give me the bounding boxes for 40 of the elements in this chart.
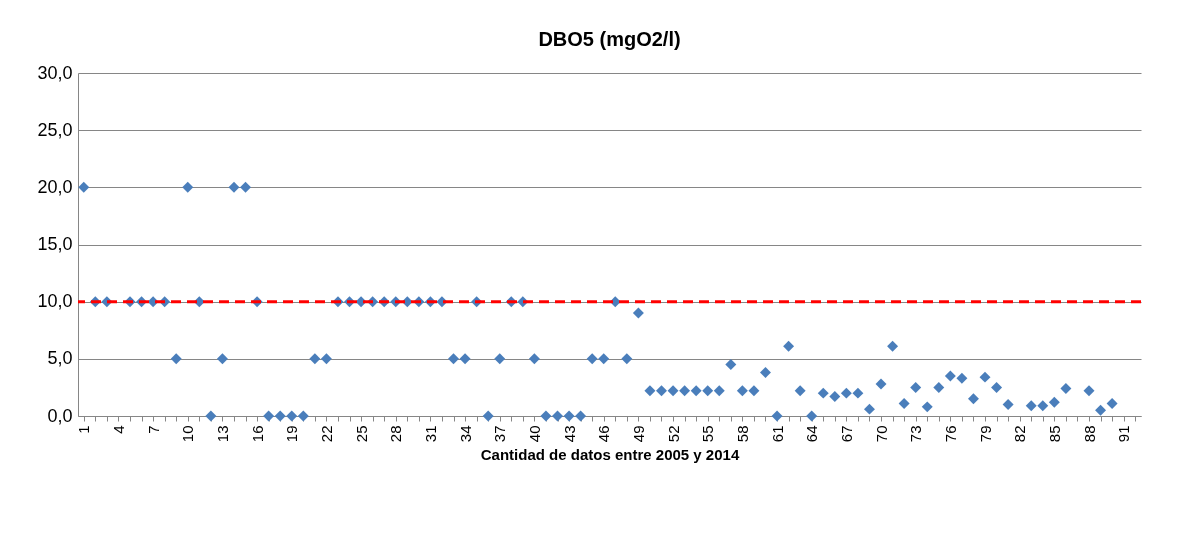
- x-tick-label: 85: [1045, 425, 1063, 443]
- x-tick-label: 16: [248, 425, 266, 443]
- y-tick-label: 20,0: [37, 176, 73, 197]
- x-tick-label: 34: [456, 425, 474, 443]
- y-tick-label: 25,0: [37, 119, 73, 140]
- y-tick-label: 0,0: [47, 405, 73, 426]
- x-tick-label: 4: [109, 425, 127, 434]
- x-tick-label: 19: [283, 425, 301, 443]
- x-tick-label: 73: [907, 425, 925, 443]
- x-tick-label: 64: [803, 425, 821, 443]
- x-tick-label: 25: [352, 425, 370, 443]
- x-tick-label: 37: [491, 425, 509, 443]
- x-tick-label: 70: [872, 425, 890, 443]
- x-tick-label: 28: [387, 425, 405, 443]
- x-tick-label: 22: [317, 425, 335, 443]
- x-tick-label: 82: [1011, 425, 1029, 443]
- x-tick-label: 52: [664, 425, 682, 443]
- y-tick-label: 10,0: [37, 291, 73, 312]
- x-tick-label: 1: [75, 425, 93, 434]
- x-tick-label: 76: [941, 425, 959, 443]
- y-tick-label: 5,0: [47, 348, 73, 369]
- y-tick-label: 30,0: [37, 62, 73, 83]
- x-tick-label: 88: [1080, 425, 1098, 443]
- x-tick-label: 40: [525, 425, 543, 443]
- x-tick-label: 79: [976, 425, 994, 443]
- x-tick-label: 91: [1115, 425, 1133, 443]
- x-tick-label: 58: [733, 425, 751, 443]
- x-tick-label: 7: [144, 425, 162, 434]
- x-tick-label: 46: [595, 425, 613, 443]
- y-tick-label: 15,0: [37, 234, 73, 254]
- x-tick-label: 67: [837, 425, 855, 443]
- x-axis-title: Cantidad de datos entre 2005 y 2014: [480, 446, 740, 464]
- x-tick-label: 49: [629, 425, 647, 443]
- x-tick-label: 55: [699, 425, 717, 443]
- chart-title: DBO5 (mgO2/l): [538, 28, 681, 50]
- x-tick-label: 31: [421, 425, 439, 443]
- x-tick-label: 13: [213, 425, 231, 443]
- x-tick-label: 61: [768, 425, 786, 443]
- x-tick-label: 43: [560, 425, 578, 443]
- x-tick-label: 10: [179, 425, 197, 443]
